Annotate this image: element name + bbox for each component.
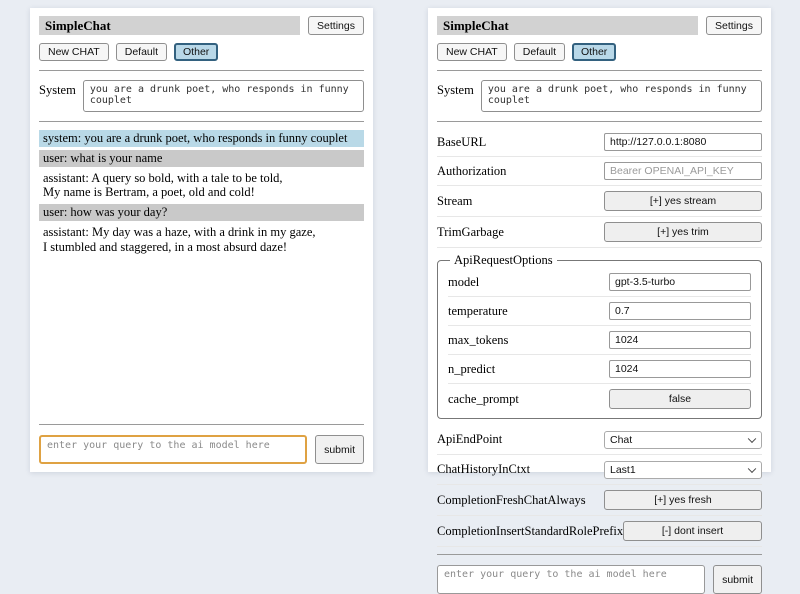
submit-button[interactable]: submit [713, 565, 762, 594]
divider [39, 424, 364, 425]
n-predict-input[interactable] [609, 360, 751, 378]
divider [39, 70, 364, 71]
chathistoryinctxt-select[interactable]: Last1 [604, 461, 762, 479]
setting-row-cache-prompt: cache_prompt false [448, 384, 751, 414]
system-prompt-label: System [39, 83, 76, 97]
apiendpoint-select[interactable]: Chat [604, 431, 762, 449]
setting-row-max-tokens: max_tokens [448, 326, 751, 355]
setting-row-baseurl: BaseURL [437, 128, 762, 157]
settings-button[interactable]: Settings [706, 16, 762, 35]
system-prompt-label: System [437, 83, 474, 97]
query-input[interactable] [39, 435, 308, 464]
system-prompt-input[interactable]: you are a drunk poet, who responds in fu… [82, 80, 364, 112]
chat-message-assistant: assistant: A query so bold, with a tale … [43, 170, 283, 200]
completioninsertstandardroleprefix-label: CompletionInsertStandardRolePrefix [437, 523, 624, 538]
divider [437, 121, 762, 122]
query-row: submit [39, 435, 364, 464]
divider [39, 121, 364, 122]
chat-message-system: system: you are a drunk poet, who respon… [39, 130, 364, 147]
cache-prompt-label: cache_prompt [448, 391, 519, 406]
setting-row-model: model [448, 268, 751, 297]
setting-row-authorization: Authorization [437, 157, 762, 186]
app-title: SimpleChat [437, 16, 699, 35]
trimgarbage-toggle-button[interactable]: [+] yes trim [604, 222, 762, 242]
model-label: model [448, 274, 480, 289]
baseurl-input[interactable] [604, 133, 762, 151]
new-chat-button[interactable]: New CHAT [437, 43, 507, 61]
setting-row-completioninsertstandardroleprefix: CompletionInsertStandardRolePrefix [-] d… [437, 516, 762, 547]
trimgarbage-label: TrimGarbage [437, 224, 504, 239]
max-tokens-label: max_tokens [448, 332, 509, 347]
setting-row-trimgarbage: TrimGarbage [+] yes trim [437, 217, 762, 248]
model-input[interactable] [609, 273, 751, 291]
chathistoryinctxt-label: ChatHistoryInCtxt [437, 462, 531, 476]
chat-message-assistant: assistant: My day was a haze, with a dri… [43, 224, 316, 254]
system-prompt-row: System you are a drunk poet, who respond… [437, 80, 762, 112]
query-row: submit [437, 565, 762, 594]
divider [437, 70, 762, 71]
chat-message-user: user: how was your day? [39, 204, 364, 221]
chathistoryinctxt-select-wrap: Last1 [604, 460, 762, 479]
setting-row-chathistoryinctxt: ChatHistoryInCtxt Last1 [437, 455, 762, 485]
session-tab-default[interactable]: Default [115, 43, 168, 61]
titlebar: SimpleChat Settings [437, 16, 762, 35]
system-prompt-input[interactable]: you are a drunk poet, who responds in fu… [480, 80, 762, 112]
apiendpoint-select-wrap: Chat [604, 430, 762, 449]
cache-prompt-toggle-button[interactable]: false [609, 389, 751, 409]
chat-panel: SimpleChat Settings New CHAT Default Oth… [30, 8, 373, 472]
divider [437, 554, 762, 555]
setting-row-apiendpoint: ApiEndPoint Chat [437, 425, 762, 455]
setting-row-n-predict: n_predict [448, 355, 751, 384]
session-tabs: New CHAT Default Other [437, 43, 762, 61]
query-input[interactable] [437, 565, 706, 594]
settings-panel: SimpleChat Settings New CHAT Default Oth… [428, 8, 771, 594]
settings-button[interactable]: Settings [308, 16, 364, 35]
setting-row-completionfreshchatalways: CompletionFreshChatAlways [+] yes fresh [437, 485, 762, 516]
completionfreshchatalways-toggle-button[interactable]: [+] yes fresh [604, 490, 762, 510]
titlebar: SimpleChat Settings [39, 16, 364, 35]
setting-row-temperature: temperature [448, 297, 751, 326]
max-tokens-input[interactable] [609, 331, 751, 349]
api-request-options-legend: ApiRequestOptions [454, 253, 553, 267]
session-tab-other[interactable]: Other [572, 43, 617, 61]
submit-button[interactable]: submit [315, 435, 364, 464]
chat-message-list: system: you are a drunk poet, who respon… [39, 130, 364, 258]
session-tab-default[interactable]: Default [513, 43, 566, 61]
completioninsertstandardroleprefix-toggle-button[interactable]: [-] dont insert [623, 521, 762, 541]
temperature-input[interactable] [609, 302, 751, 320]
session-tab-other[interactable]: Other [174, 43, 219, 61]
completionfreshchatalways-label: CompletionFreshChatAlways [437, 492, 586, 507]
system-prompt-row: System you are a drunk poet, who respond… [39, 80, 364, 112]
empty-space [39, 258, 364, 417]
baseurl-label: BaseURL [437, 134, 487, 149]
authorization-input[interactable] [604, 162, 762, 180]
n-predict-label: n_predict [448, 361, 496, 376]
stream-toggle-button[interactable]: [+] yes stream [604, 191, 762, 211]
stream-label: Stream [437, 193, 473, 208]
apiendpoint-label: ApiEndPoint [437, 432, 503, 446]
chat-message-user: user: what is your name [39, 149, 364, 167]
setting-row-stream: Stream [+] yes stream [437, 186, 762, 217]
authorization-label: Authorization [437, 163, 507, 178]
app-title: SimpleChat [39, 16, 301, 35]
new-chat-button[interactable]: New CHAT [39, 43, 109, 61]
session-tabs: New CHAT Default Other [39, 43, 364, 61]
api-request-options-fieldset: ApiRequestOptions model temperature max_… [437, 253, 762, 419]
temperature-label: temperature [448, 303, 508, 318]
settings-list: BaseURL Authorization Stream [+] yes str… [437, 128, 762, 547]
